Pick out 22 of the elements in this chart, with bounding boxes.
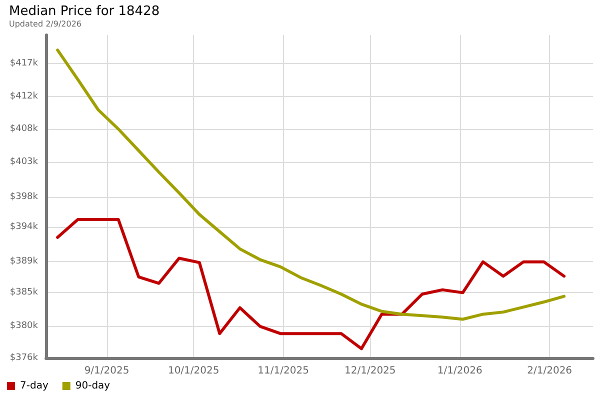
y-tick-label: $380k (10, 321, 39, 332)
x-tick-label: 11/1/2025 (258, 366, 309, 376)
x-tick-label: 2/1/2026 (527, 366, 572, 376)
line-series (56, 48, 566, 321)
y-tick-label: $394k (10, 222, 39, 232)
y-tick-label: $389k (10, 256, 39, 266)
y-tick-label: $385k (10, 288, 39, 298)
y-tick-label: $403k (10, 156, 39, 167)
y-tick-label: $408k (10, 124, 39, 134)
x-tick-label: 12/1/2025 (344, 366, 396, 376)
legend-label: 7-day (20, 380, 48, 392)
legend-label: 90-day (75, 380, 110, 392)
y-tick-label: $417k (10, 58, 39, 69)
y-tick-label: $398k (10, 192, 39, 202)
y-tick-label: $376k (10, 353, 39, 363)
chart-subtitle: Updated 2/9/2026 (9, 20, 82, 28)
x-tick-label: 1/1/2026 (437, 366, 482, 376)
line-series (56, 218, 566, 350)
chart-title: Median Price for 18428 (9, 4, 160, 19)
y-tick-label: $412k (10, 91, 39, 102)
x-tick-label: 9/1/2025 (84, 366, 130, 376)
x-tick-label: 10/1/2025 (168, 366, 220, 376)
